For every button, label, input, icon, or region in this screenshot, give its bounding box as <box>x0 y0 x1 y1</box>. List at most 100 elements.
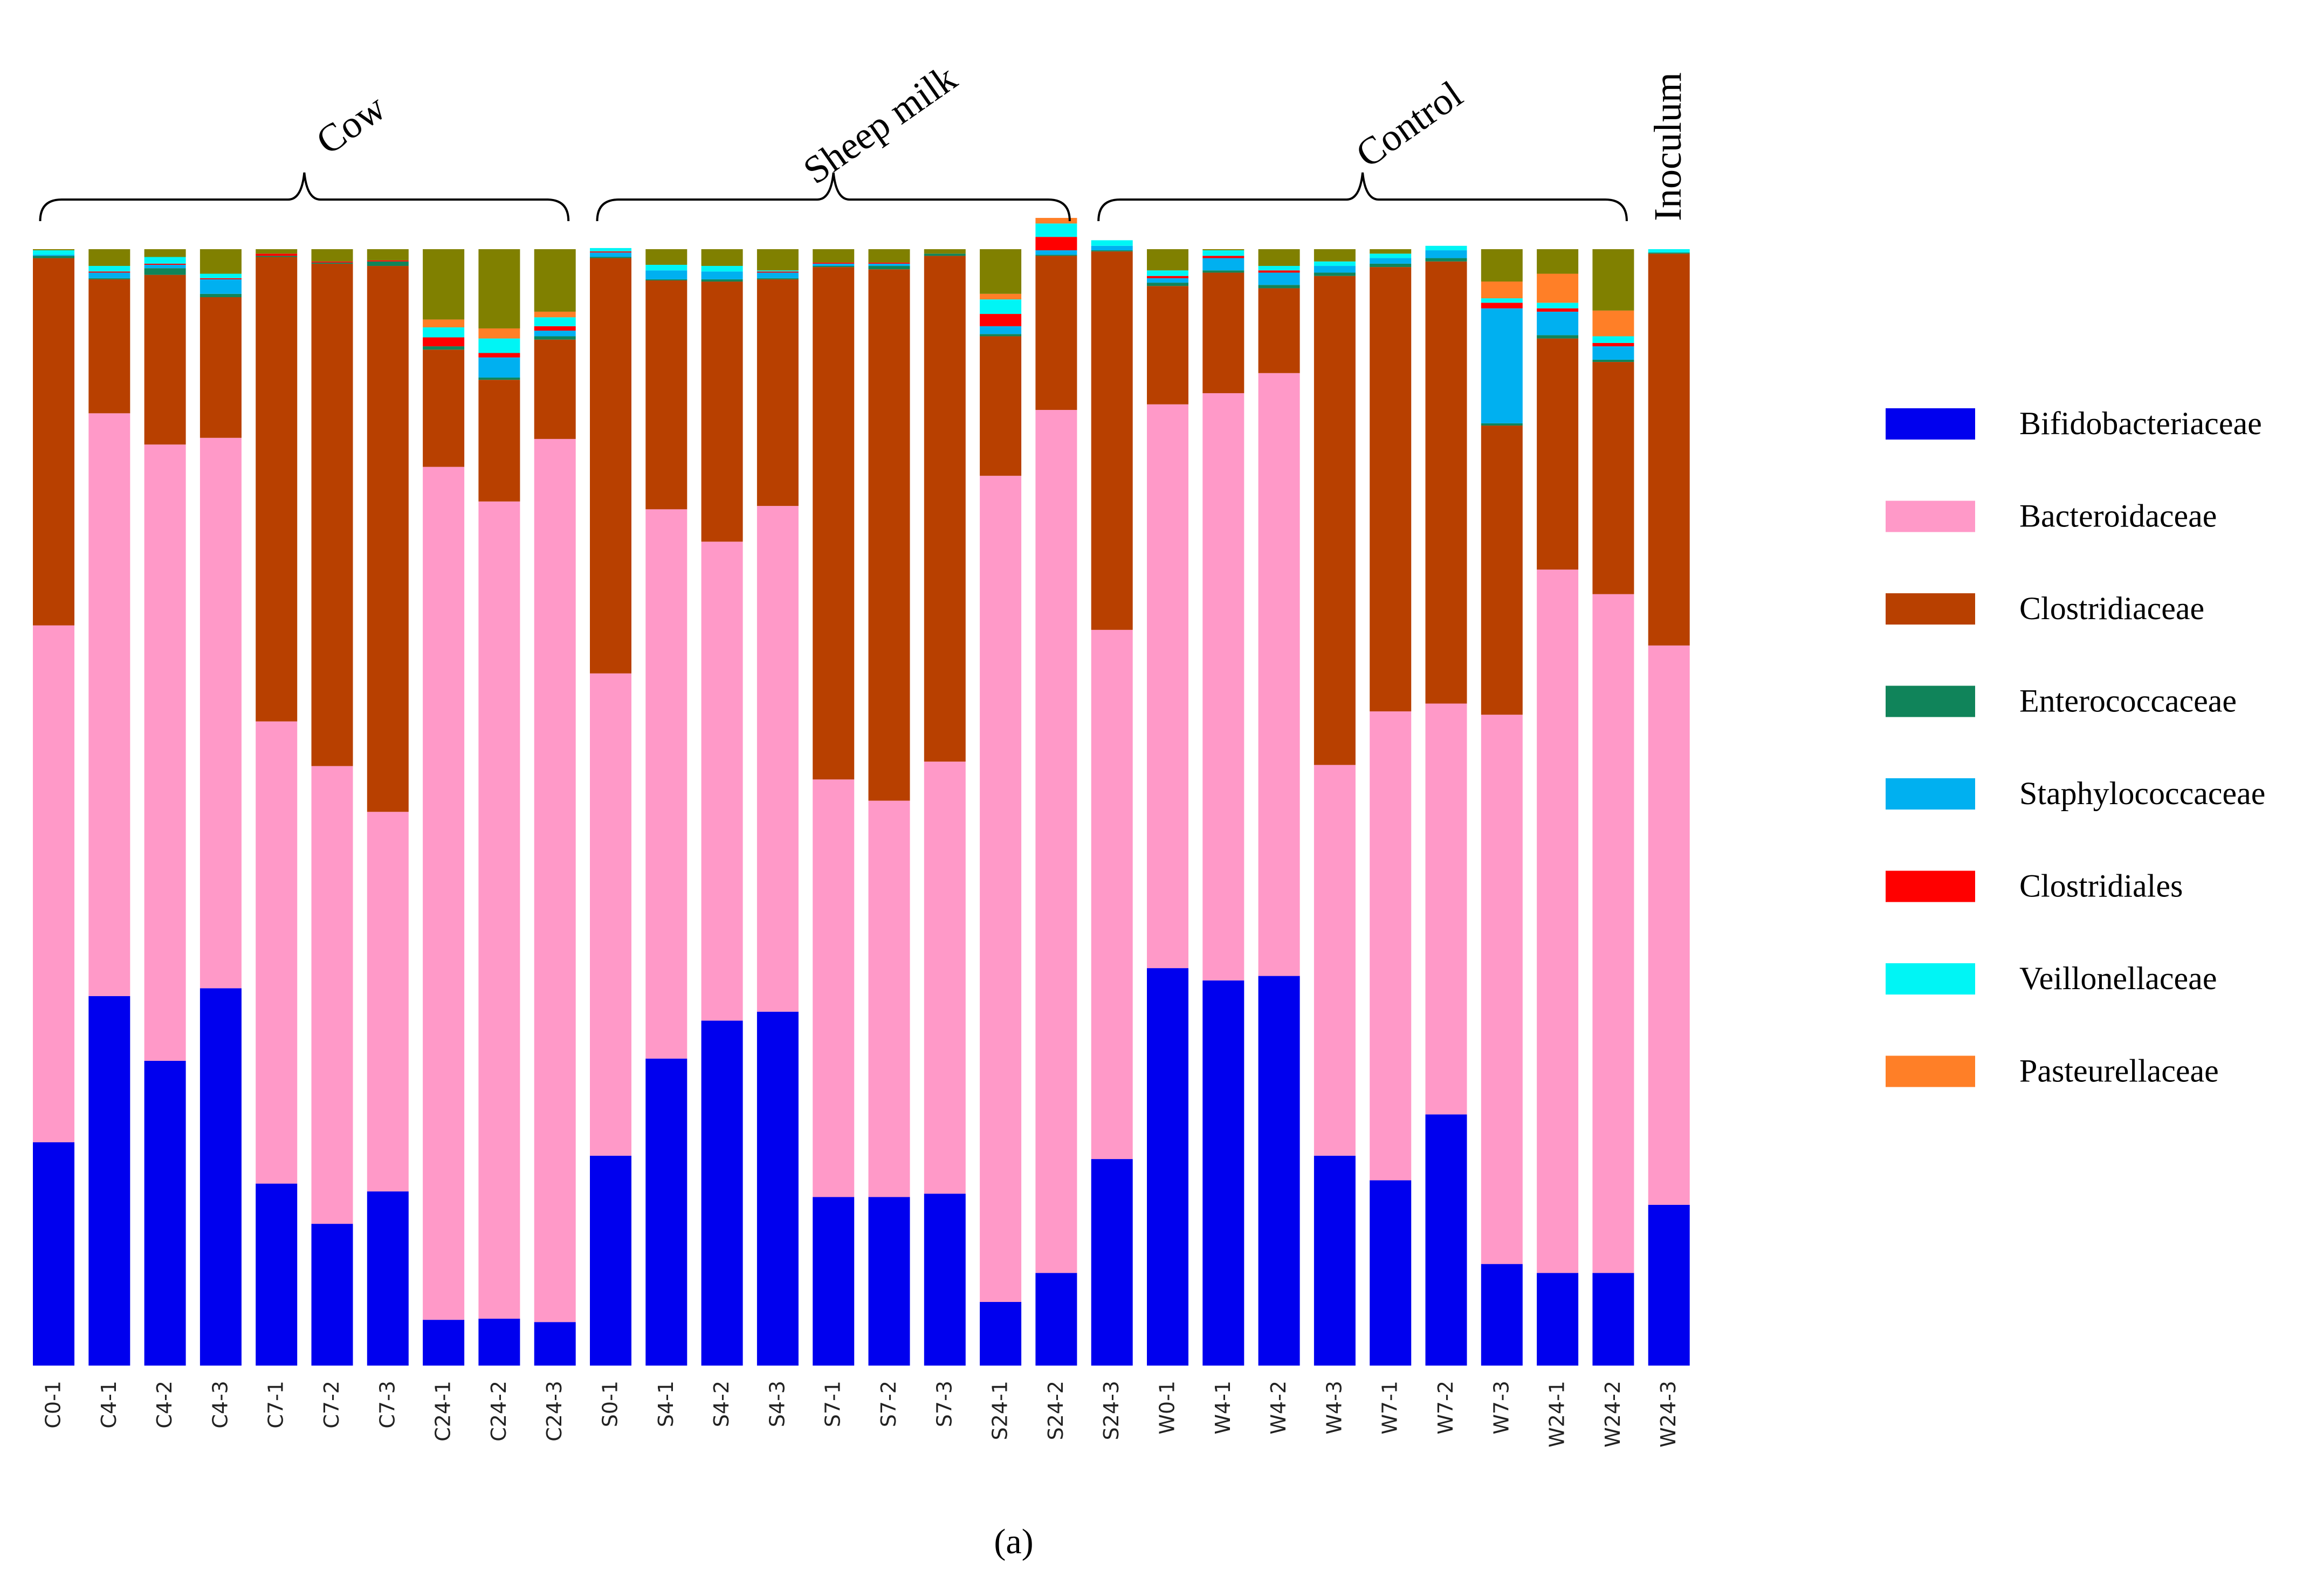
bar-stack <box>1258 249 1300 1366</box>
bar-segment <box>590 257 631 258</box>
bar-segment <box>423 349 465 467</box>
bar-segment <box>1481 715 1523 1264</box>
bar-segment <box>1202 250 1244 256</box>
bar-segment <box>1537 311 1579 335</box>
bar-segment <box>534 326 576 331</box>
bar-stack <box>256 249 298 1366</box>
group-label: Control <box>1348 72 1470 176</box>
bar-segment <box>813 262 855 264</box>
bar-segment-other <box>1592 249 1634 311</box>
bar-segment <box>367 1191 409 1366</box>
bar-segment-other <box>757 249 799 271</box>
bar-segment <box>757 270 799 272</box>
bar-segment <box>367 260 409 262</box>
x-tick-label: W4-3 <box>1322 1381 1346 1435</box>
bar-segment <box>645 279 687 280</box>
bar-segment <box>1592 1273 1634 1366</box>
bar-segment <box>423 346 465 350</box>
bar-segment-other <box>1481 249 1523 282</box>
bar-segment <box>813 267 855 780</box>
bar-segment <box>980 293 1022 300</box>
bar-segment <box>423 319 465 327</box>
bar-segment <box>1035 218 1077 224</box>
bar-segment <box>1091 245 1133 251</box>
bar-segment <box>1147 278 1188 283</box>
x-tick-labels: C0-1 C4-1 C4-2 C4-3 C7-1 C7-2 C7-3 C24-1 C24-2 C2… <box>42 1381 1681 1448</box>
bar-segment <box>1258 373 1300 976</box>
bar-segment <box>144 257 186 264</box>
bar-segment <box>645 1058 687 1366</box>
bar-segment <box>1425 1114 1467 1366</box>
bar-segment <box>701 282 743 542</box>
bar-segment <box>1481 298 1523 303</box>
bar-segment <box>144 1060 186 1366</box>
bar-segment <box>813 263 855 266</box>
bar-segment <box>924 253 966 256</box>
bar-segment <box>1370 711 1412 1181</box>
bar-segment <box>423 1320 465 1366</box>
bar-segment <box>256 257 298 722</box>
bar-segment <box>144 444 186 1061</box>
bar-segment <box>1258 272 1300 285</box>
x-tick-label: W24-1 <box>1545 1381 1569 1448</box>
bar-segment <box>1091 240 1133 246</box>
legend-item: Veillonellaceae <box>1886 961 2217 996</box>
bar-stack <box>534 249 576 1366</box>
bar-stack <box>1035 218 1077 1366</box>
bar-stack <box>1425 245 1467 1366</box>
bar-segment <box>1147 270 1188 276</box>
bar-stack <box>1370 249 1412 1366</box>
bar-segment <box>1147 404 1188 969</box>
group-label: Cow <box>308 86 393 163</box>
bar-segment <box>478 353 520 358</box>
figure-caption: (a) <box>994 1522 1033 1561</box>
bar-segment <box>1314 276 1356 765</box>
bar-segment <box>33 1142 74 1366</box>
bar-segment <box>1314 1155 1356 1366</box>
bar-stack <box>645 249 687 1366</box>
legend-item: Bacteroidaceae <box>1886 498 2217 534</box>
bar-segment <box>1314 765 1356 1156</box>
bar-segment <box>1202 258 1244 271</box>
bar-segment-other <box>367 249 409 260</box>
bar-stack <box>813 249 855 1366</box>
legend-item: Enterococcaceae <box>1886 683 2237 719</box>
x-tick-label: C7-1 <box>264 1381 288 1429</box>
bar-segment <box>590 1155 631 1366</box>
bar-stack <box>1537 249 1579 1366</box>
bar-segment <box>1537 273 1579 303</box>
bar-segment <box>1425 245 1467 251</box>
bar-segment <box>868 266 910 270</box>
bar-segment <box>1425 261 1467 704</box>
bar-segment-other <box>1202 249 1244 251</box>
x-tick-label: S7-3 <box>932 1381 956 1427</box>
legend-item: Pasteurellaceae <box>1886 1053 2219 1089</box>
bar-segment <box>980 336 1022 476</box>
legend-swatch <box>1886 870 1975 902</box>
bar-segment <box>645 264 687 271</box>
bar-segment <box>33 255 74 256</box>
bar-segment <box>1592 359 1634 362</box>
bar-segment <box>200 988 242 1366</box>
bar-segment <box>534 317 576 326</box>
bar-segment <box>1592 310 1634 337</box>
bar-segment <box>645 280 687 510</box>
bar-segment <box>1035 410 1077 1273</box>
bar-stack <box>924 249 966 1366</box>
bar-segment <box>1370 263 1412 268</box>
bar-segment <box>33 256 74 258</box>
bar-segment-other <box>1258 249 1300 266</box>
bar-segment <box>478 357 520 378</box>
bar-segment <box>701 266 743 272</box>
bar-segment <box>256 256 298 257</box>
bar-segment <box>813 1197 855 1366</box>
bar-segment-other <box>144 249 186 257</box>
bar-segment <box>311 261 353 263</box>
bar-segment <box>1035 237 1077 251</box>
bar-segment <box>868 1197 910 1366</box>
bar-segment-other <box>200 249 242 274</box>
bar-segment <box>33 625 74 1142</box>
group-label: Inoculum <box>1646 72 1689 221</box>
bar-stack <box>88 249 130 1366</box>
bar-segment <box>1314 266 1356 273</box>
